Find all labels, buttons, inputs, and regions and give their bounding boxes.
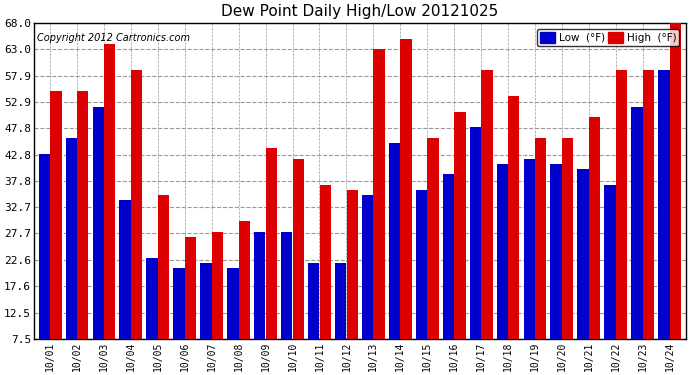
- Bar: [470, 128, 481, 339]
- Bar: [293, 159, 304, 339]
- Bar: [643, 70, 654, 339]
- Bar: [119, 201, 131, 339]
- Bar: [454, 112, 466, 339]
- Bar: [616, 70, 627, 339]
- Bar: [281, 232, 293, 339]
- Bar: [604, 185, 615, 339]
- Bar: [578, 169, 589, 339]
- Bar: [266, 148, 277, 339]
- Bar: [562, 138, 573, 339]
- Bar: [239, 221, 250, 339]
- Bar: [443, 174, 454, 339]
- Bar: [346, 190, 358, 339]
- Bar: [362, 195, 373, 339]
- Bar: [670, 23, 681, 339]
- Bar: [173, 268, 185, 339]
- Bar: [146, 258, 158, 339]
- Bar: [254, 232, 266, 339]
- Bar: [497, 164, 508, 339]
- Bar: [212, 232, 223, 339]
- Bar: [131, 70, 142, 339]
- Legend: Low  (°F), High  (°F): Low (°F), High (°F): [537, 29, 680, 46]
- Bar: [185, 237, 196, 339]
- Title: Dew Point Daily High/Low 20121025: Dew Point Daily High/Low 20121025: [221, 4, 498, 19]
- Bar: [658, 70, 669, 339]
- Bar: [158, 195, 169, 339]
- Bar: [524, 159, 535, 339]
- Bar: [77, 91, 88, 339]
- Bar: [389, 143, 400, 339]
- Bar: [50, 91, 61, 339]
- Bar: [227, 268, 239, 339]
- Bar: [551, 164, 562, 339]
- Bar: [39, 153, 50, 339]
- Bar: [319, 185, 331, 339]
- Bar: [400, 39, 412, 339]
- Bar: [335, 263, 346, 339]
- Bar: [508, 96, 520, 339]
- Bar: [92, 106, 104, 339]
- Bar: [308, 263, 319, 339]
- Bar: [373, 49, 385, 339]
- Bar: [589, 117, 600, 339]
- Bar: [427, 138, 439, 339]
- Text: Copyright 2012 Cartronics.com: Copyright 2012 Cartronics.com: [37, 33, 190, 43]
- Bar: [481, 70, 493, 339]
- Bar: [200, 263, 212, 339]
- Bar: [535, 138, 546, 339]
- Bar: [416, 190, 427, 339]
- Bar: [631, 106, 642, 339]
- Bar: [66, 138, 77, 339]
- Bar: [104, 44, 115, 339]
